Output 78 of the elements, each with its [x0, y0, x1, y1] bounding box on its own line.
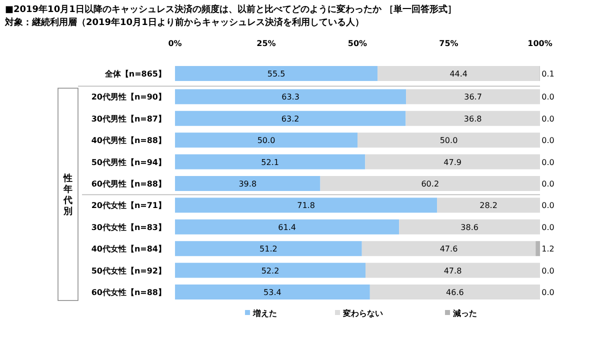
data-label: 38.6: [460, 222, 478, 232]
bar: [399, 219, 540, 234]
data-label: 52.2: [261, 266, 280, 276]
bar: [362, 241, 536, 256]
y-tick-label: 60代女性【n=88】: [91, 288, 166, 297]
y-tick-label: 50代男性【n=94】: [91, 158, 166, 167]
text: 性年代別: [62, 172, 72, 217]
y-tick-label: 40代男性【n=88】: [91, 136, 166, 146]
bar: [175, 154, 366, 170]
bar: [175, 284, 370, 300]
data-label: 50.0: [440, 136, 458, 146]
x-tick-label: 50%: [348, 39, 368, 48]
x-tick-label: 25%: [256, 39, 276, 48]
y-tick-label: 40代女性【n=84】: [91, 244, 166, 254]
data-label: 0.1: [542, 70, 554, 78]
data-label: 55.5: [267, 70, 286, 78]
bar: [175, 241, 362, 256]
data-label: 52.1: [261, 158, 279, 167]
bar: [175, 132, 358, 148]
data-label: 61.4: [278, 222, 296, 232]
bar: [175, 262, 366, 278]
data-label: 36.8: [464, 114, 482, 124]
data-label: 50.0: [257, 136, 276, 146]
chart-title: ■2019年10月1日以降のキャッシュレス決済の頻度は、以前と比べてどのように変わったか ［単一回答形式］: [5, 4, 456, 15]
data-label: 44.4: [450, 70, 468, 78]
bar: [536, 241, 540, 256]
data-label: 0.0: [542, 158, 554, 167]
bar: [175, 89, 406, 104]
y-tick-label: 20代女性【n=71】: [91, 201, 166, 210]
bar: [370, 284, 540, 300]
data-label: 0.0: [542, 222, 554, 232]
bar: [378, 66, 540, 81]
chart-subtitle: 対象：継続利用層（2019年10月1日より前からキャッシュレス決済を利用している人）: [4, 17, 364, 28]
y-tick-label: 30代女性【n=83】: [91, 222, 166, 232]
bar: [406, 110, 540, 126]
legend-label: 変わらない: [342, 308, 383, 318]
x-tick-label: 0%: [168, 39, 182, 48]
data-label: 1.2: [542, 244, 554, 254]
legend-label: 増えた: [252, 308, 277, 318]
data-label: 53.4: [264, 288, 282, 297]
bar: [358, 132, 540, 148]
data-label: 47.9: [444, 158, 462, 167]
y-tick-label: 全体【n=865】: [104, 70, 166, 78]
data-label: 63.3: [282, 92, 300, 102]
data-label: 28.2: [480, 201, 498, 210]
x-tick-label: 100%: [528, 39, 552, 48]
y-tick-label: 20代男性【n=90】: [91, 92, 166, 102]
data-label: 60.2: [421, 180, 440, 188]
data-label: 71.8: [297, 201, 315, 210]
data-label: 36.7: [464, 92, 482, 102]
data-label: 51.2: [260, 244, 278, 254]
data-label: 0.0: [542, 92, 554, 102]
bar: [175, 110, 406, 126]
data-label: 63.2: [281, 114, 300, 124]
data-label: 0.0: [542, 136, 554, 146]
data-label: 0.0: [542, 114, 554, 124]
data-label: 0.0: [542, 288, 554, 297]
data-label: 47.8: [444, 266, 462, 276]
bar: [366, 262, 540, 278]
bar: [406, 89, 540, 104]
data-label: 0.0: [542, 266, 554, 276]
y-tick-label: 60代男性【n=88】: [91, 180, 166, 188]
bar: [175, 66, 378, 81]
data-label: 46.6: [446, 288, 464, 297]
bar: [175, 176, 320, 191]
data-label: 47.6: [440, 244, 458, 254]
data-label: 0.0: [542, 201, 554, 210]
bar: [175, 198, 438, 213]
x-tick-label: 75%: [439, 39, 458, 48]
legend-label: 減った: [452, 309, 477, 318]
bar: [437, 198, 540, 213]
y-tick-label: 50代女性【n=92】: [91, 266, 166, 276]
bar: [175, 219, 400, 234]
bar: [320, 176, 540, 191]
y-tick-label: 30代男性【n=87】: [91, 114, 166, 124]
data-label: 0.0: [542, 180, 554, 188]
bar: [365, 154, 540, 170]
data-label: 39.8: [238, 180, 257, 188]
